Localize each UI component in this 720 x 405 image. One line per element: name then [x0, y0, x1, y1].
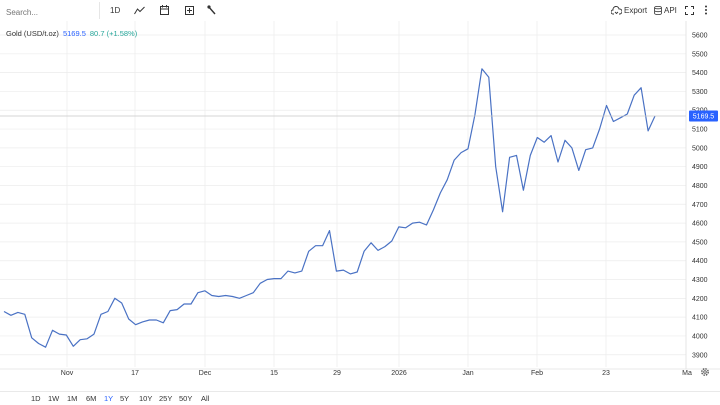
y-tick-label: 4000: [692, 333, 708, 340]
interval-label: 1D: [110, 5, 121, 15]
line-chart-icon: [134, 6, 145, 14]
range-button-25y[interactable]: 25Y: [159, 394, 173, 403]
chart-legend: Gold (USD/t.oz) 5169.5 80.7 (+1.58%): [6, 29, 137, 38]
y-tick-label: 4500: [692, 239, 708, 246]
gear-icon: [701, 368, 709, 376]
y-tick-label: 4100: [692, 315, 708, 322]
y-tick-label: 5300: [692, 89, 708, 96]
y-tick-label: 4400: [692, 258, 708, 265]
drawing-tools-button[interactable]: [207, 3, 216, 17]
search-input[interactable]: [0, 4, 96, 21]
cloud-download-icon: [611, 5, 622, 14]
export-label: Export: [624, 5, 648, 15]
range-button-6m[interactable]: 6M: [86, 394, 97, 403]
calendar-icon: [160, 5, 169, 15]
range-button-10y[interactable]: 10Y: [139, 394, 153, 403]
interval-selector[interactable]: 1D: [110, 3, 120, 17]
y-tick-label: 3900: [692, 352, 708, 359]
api-label: API: [664, 5, 677, 15]
range-button-1m[interactable]: 1M: [67, 394, 78, 403]
last-price-label: 5169.5: [693, 113, 715, 120]
legend-symbol: Gold (USD/t.oz): [6, 29, 59, 38]
range-button-5y[interactable]: 5Y: [120, 394, 130, 403]
wrench-icon: [207, 5, 216, 15]
range-button-50y[interactable]: 50Y: [179, 394, 193, 403]
calendar-button[interactable]: [160, 3, 169, 17]
more-vertical-icon: [705, 5, 707, 15]
api-button[interactable]: API: [654, 3, 677, 17]
y-tick-label: 5400: [692, 70, 708, 77]
y-tick-label: 4900: [692, 164, 708, 171]
x-tick-label: 17: [131, 370, 139, 377]
x-tick-label: Nov: [61, 370, 74, 377]
y-tick-label: 5100: [692, 127, 708, 134]
y-tick-label: 4600: [692, 221, 708, 228]
search-box: [0, 2, 100, 21]
price-series-line: [3, 68, 656, 348]
database-icon: [654, 5, 662, 15]
x-tick-label: 2026: [391, 370, 407, 377]
chart-type-button[interactable]: [134, 3, 145, 17]
range-button-1w[interactable]: 1W: [48, 394, 60, 403]
y-tick-label: 5500: [692, 51, 708, 58]
export-button[interactable]: Export: [611, 3, 647, 17]
price-chart[interactable]: 5600550054005300520051005000490048004700…: [0, 21, 720, 391]
more-options-button[interactable]: [704, 3, 708, 17]
x-tick-label: Ma: [682, 370, 692, 377]
range-button-1y[interactable]: 1Y: [104, 394, 114, 403]
x-tick-label: 23: [602, 370, 610, 377]
add-indicator-button[interactable]: [185, 3, 194, 17]
fullscreen-button[interactable]: [685, 3, 694, 17]
legend-change: 80.7 (+1.58%): [89, 29, 138, 38]
x-tick-label: 29: [333, 370, 341, 377]
x-tick-label: Dec: [199, 370, 212, 377]
y-tick-label: 5000: [692, 145, 708, 152]
y-tick-label: 4700: [692, 202, 708, 209]
range-selector-bar: 1D 1W 1M 6M 1Y 5Y 10Y 25Y 50Y All: [0, 391, 720, 405]
range-button-1d[interactable]: 1D: [31, 394, 41, 403]
top-toolbar: 1D Export: [0, 0, 720, 21]
x-tick-label: Jan: [462, 370, 473, 377]
range-button-all[interactable]: All: [201, 394, 210, 403]
legend-price: 5169.5: [62, 29, 86, 38]
y-tick-label: 4300: [692, 277, 708, 284]
x-tick-label: 15: [270, 370, 278, 377]
y-tick-label: 5600: [692, 32, 708, 39]
last-price-tag: [689, 110, 718, 122]
x-tick-label: Feb: [531, 370, 543, 377]
fullscreen-icon: [685, 5, 694, 15]
plus-square-icon: [185, 5, 194, 15]
chart-settings-button[interactable]: [700, 364, 710, 382]
y-tick-label: 4200: [692, 296, 708, 303]
y-tick-label: 4800: [692, 183, 708, 190]
